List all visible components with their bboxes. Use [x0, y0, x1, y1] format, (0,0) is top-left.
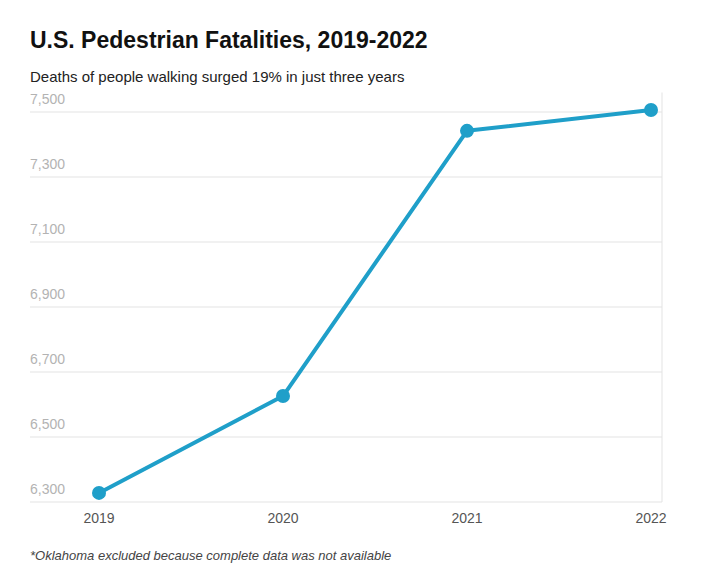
grid-line: [30, 242, 662, 243]
point: [92, 486, 106, 500]
y-tick-label: 6,900: [30, 286, 65, 302]
grid-line: [30, 177, 662, 178]
point: [644, 103, 658, 117]
subtitle: Deaths of people walking surged 19% in j…: [30, 68, 404, 85]
grid-line: [30, 437, 662, 438]
y-axis-line: [662, 93, 663, 503]
point: [276, 389, 290, 403]
chart: U.S. Pedestrian Fatalities, 2019-2022 Dea…: [0, 0, 709, 567]
grid-line: [30, 502, 662, 503]
y-tick-label: 7,500: [30, 91, 65, 107]
footnote: *Oklahoma excluded because complete data…: [30, 548, 391, 563]
grid-line: [30, 112, 662, 113]
title: U.S. Pedestrian Fatalities, 2019-2022: [30, 27, 428, 53]
y-tick-label: 6,700: [30, 351, 65, 367]
plot-area: [92, 103, 658, 500]
y-tick-label: 6,300: [30, 481, 65, 497]
x-tick-label: 2021: [451, 510, 482, 526]
point: [460, 124, 474, 138]
line: [99, 110, 651, 493]
x-tick-label: 2022: [635, 510, 666, 526]
x-tick-label: 2019: [83, 510, 114, 526]
y-tick-label: 7,100: [30, 221, 65, 237]
y-tick-label: 6,500: [30, 416, 65, 432]
x-tick-label: 2020: [267, 510, 298, 526]
y-tick-label: 7,300: [30, 156, 65, 172]
grid-line: [30, 372, 662, 373]
